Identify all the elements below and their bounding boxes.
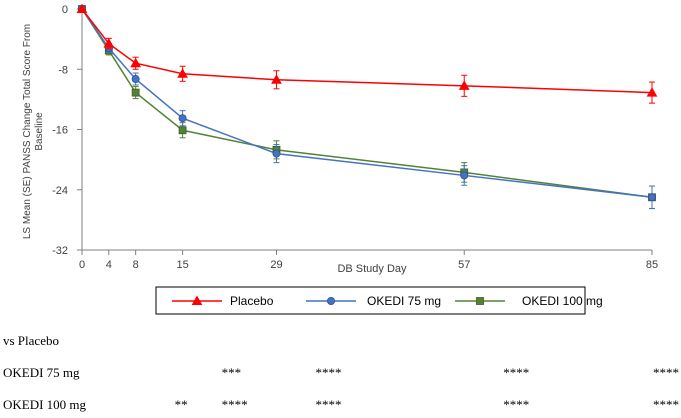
- series-line: [81, 8, 653, 199]
- x-tick-label: 0: [79, 259, 85, 271]
- data-point: [76, 3, 88, 13]
- data-point: [648, 193, 657, 202]
- significance-header: vs Placebo: [3, 333, 59, 348]
- data-point: [460, 171, 469, 180]
- data-point: [326, 296, 335, 305]
- y-tick-label: -32: [52, 245, 68, 257]
- data-point: [131, 75, 140, 84]
- significance-mark: **: [174, 397, 188, 412]
- chart-series: [76, 3, 658, 210]
- y-tick-label: -24: [52, 185, 68, 197]
- data-point: [130, 57, 142, 68]
- y-axis-title-line: Baseline: [34, 112, 45, 151]
- series-line: [81, 8, 653, 94]
- x-tick-label: 15: [176, 259, 188, 271]
- x-tick-label: 57: [458, 259, 470, 271]
- y-tick-label: -16: [52, 125, 68, 137]
- data-point: [177, 68, 188, 78]
- data-point: [178, 114, 187, 123]
- significance-mark: ****: [503, 397, 530, 412]
- y-tick-label: 0: [62, 4, 68, 16]
- data-point: [131, 88, 140, 97]
- data-point: [191, 295, 203, 305]
- series-placebo: [76, 3, 658, 104]
- x-tick-label: 85: [646, 259, 658, 271]
- data-point: [271, 74, 282, 84]
- legend-box: [155, 286, 586, 315]
- chart-axes: 0 -8 -16 -24 -32 0 4 8 15 29 57 85 DB Study Day LS Me…: [22, 4, 658, 275]
- y-axis-title: LS Mean (SE) PANSS Change Total Score Fr…: [22, 24, 45, 239]
- significance-mark: ****: [653, 365, 679, 380]
- series-okedi-75-mg: [78, 5, 657, 210]
- data-point: [646, 87, 658, 97]
- significance-label-75mg: OKEDI 75 mg: [3, 365, 80, 380]
- significance-mark: ****: [221, 397, 248, 412]
- y-axis-title-line: LS Mean (SE) PANSS Change Total Score Fr…: [22, 24, 33, 239]
- data-point: [458, 80, 470, 90]
- series-okedi-100-mg: [78, 5, 656, 210]
- significance-mark: ***: [221, 365, 242, 380]
- significance-mark: ****: [503, 365, 530, 380]
- x-tick-label: 8: [133, 259, 139, 271]
- legend-label: Placebo: [230, 294, 274, 308]
- series-line: [81, 8, 653, 199]
- legend-label: OKEDI 100 mg: [522, 294, 603, 308]
- significance-mark: ****: [653, 397, 679, 412]
- significance-mark: ****: [315, 397, 342, 412]
- x-tick-label: 4: [106, 259, 112, 271]
- data-point: [272, 149, 281, 158]
- x-axis-title: DB Study Day: [337, 263, 407, 275]
- significance-label-100mg: OKEDI 100 mg: [3, 397, 87, 412]
- legend-label: OKEDI 75 mg: [367, 294, 441, 308]
- y-tick-label: -8: [58, 64, 68, 76]
- data-point: [103, 38, 115, 48]
- x-tick-label: 29: [270, 259, 282, 271]
- data-point: [178, 126, 187, 135]
- chart-legend: Placebo OKEDI 75 mg OKEDI 100 mg: [155, 286, 603, 315]
- data-point: [476, 297, 484, 305]
- significance-mark: ****: [315, 365, 342, 380]
